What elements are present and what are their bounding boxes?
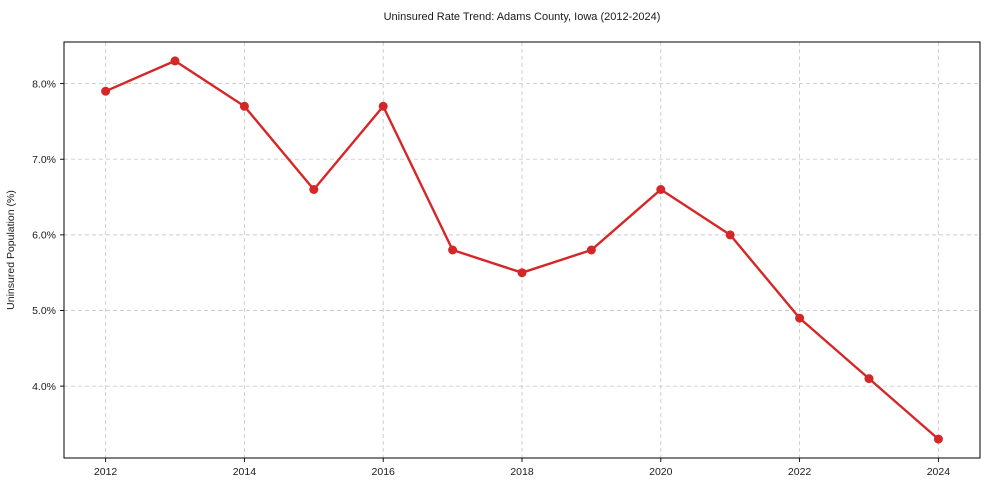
data-point-marker [656, 185, 666, 194]
data-point-marker [725, 230, 735, 240]
data-point-marker [170, 56, 180, 66]
data-point-marker [309, 185, 319, 194]
data-point-marker [586, 245, 596, 255]
x-tick-label: 2024 [927, 466, 951, 478]
data-point-marker [864, 374, 874, 384]
axes-layer: 2012 2014 2016 2018 2020 2022 2024 4.0% 5.0% 6.0%… [32, 41, 981, 478]
y-tick-label: 8.0% [32, 78, 56, 90]
data-point-marker [517, 268, 527, 278]
y-tick-label: 7.0% [32, 154, 56, 166]
x-tick-label: 2022 [788, 466, 812, 478]
x-tick-label: 2020 [649, 466, 673, 478]
data-point-marker [933, 434, 943, 444]
x-tick-label: 2012 [94, 466, 118, 478]
data-point-marker [448, 245, 458, 255]
trend-line [104, 59, 940, 441]
y-tick-label: 4.0% [32, 381, 56, 393]
y-tick-label: 6.0% [32, 230, 56, 242]
data-point-marker [101, 86, 111, 96]
x-tick-label: 2016 [372, 466, 396, 478]
y-axis-label: Uninsured Population (%) [5, 190, 17, 310]
data-point-marker [795, 313, 805, 323]
data-point-marker [239, 101, 249, 111]
grid-layer [64, 42, 980, 458]
y-tick-label: 5.0% [32, 305, 56, 317]
data-point-marker [378, 101, 388, 111]
chart-title: Uninsured Rate Trend: Adams County, Iowa… [384, 11, 661, 23]
x-tick-label: 2018 [510, 466, 534, 478]
trend-line-layer [101, 56, 943, 444]
x-tick-label: 2014 [233, 466, 257, 478]
